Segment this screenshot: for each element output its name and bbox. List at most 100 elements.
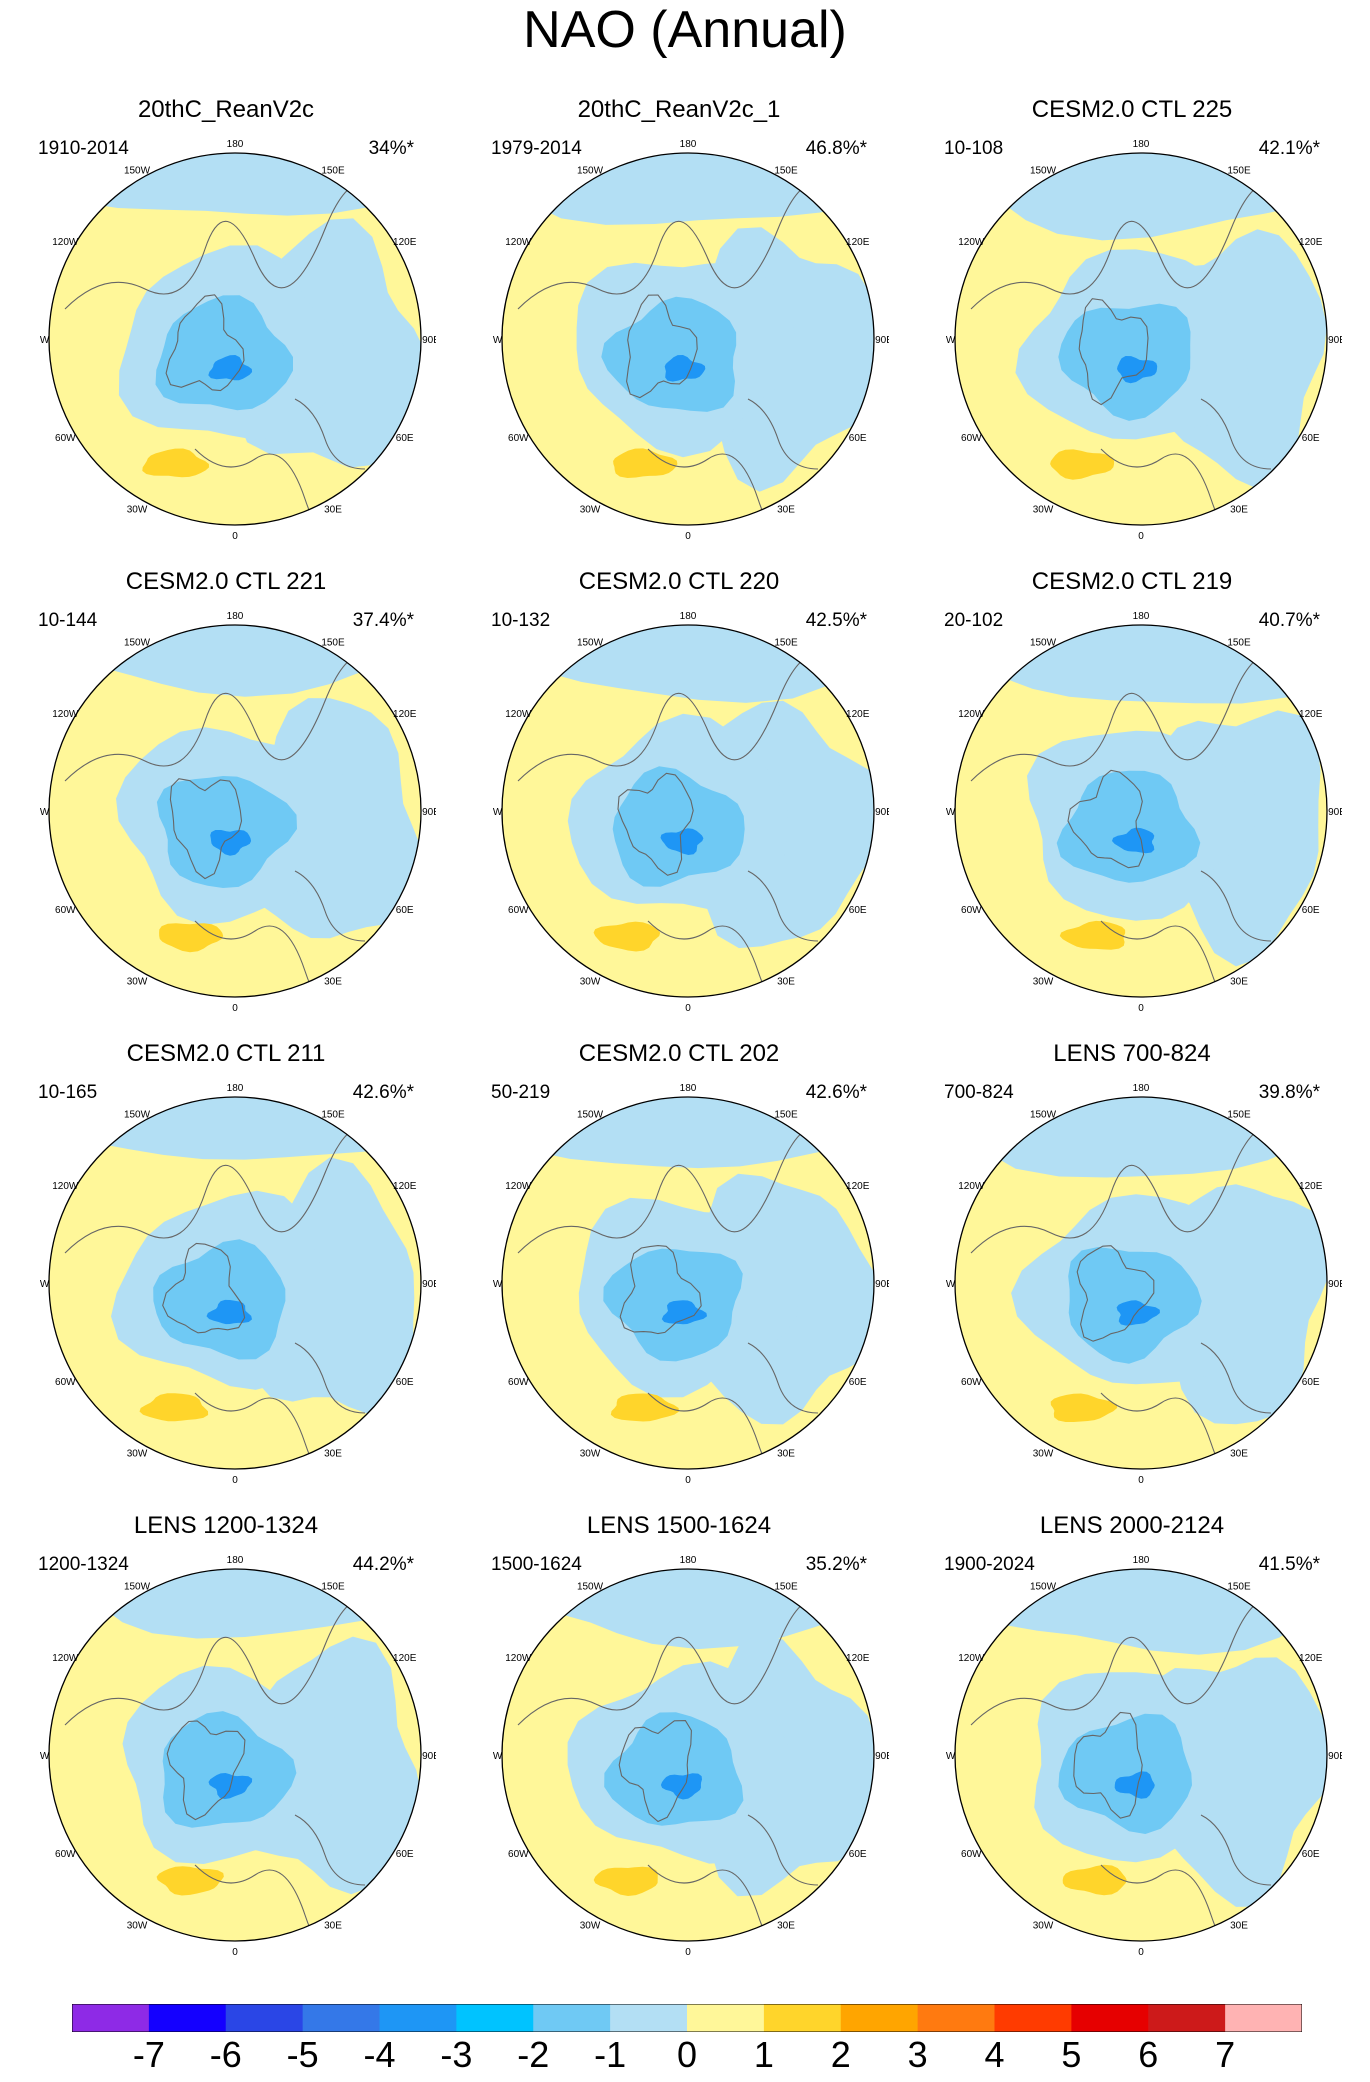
colorbar-swatch	[763, 2004, 842, 2032]
negative-anomaly-area	[55, 625, 421, 697]
longitude-label: 60W	[508, 1849, 529, 1860]
panel-title: CESM2.0 CTL 220	[578, 568, 780, 595]
coastline	[1073, 1711, 1143, 1819]
colorbar-tick-label: -7	[132, 2034, 165, 2075]
longitude-label: 90E	[422, 807, 436, 818]
coastline	[747, 1814, 819, 1886]
longitude-label: 60W	[961, 1849, 982, 1860]
figure-title: NAO (Annual)	[523, 1, 847, 59]
polar-map: 180 150E 120E 90E 60E 30E 0 30W 60W 90W 120W 150W	[946, 1555, 1342, 1958]
panel-title: CESM2.0 CTL 225	[1031, 96, 1233, 123]
longitude-label: 60E	[396, 1377, 414, 1388]
coastline	[618, 1720, 692, 1823]
map-boundary	[48, 1096, 422, 1470]
longitude-label: 60E	[849, 1849, 867, 1860]
colorbar-tick-label: 3	[907, 2034, 928, 2075]
negative-anomaly-core	[153, 1239, 286, 1360]
coastline	[626, 294, 698, 399]
longitude-label: 0	[685, 1475, 691, 1486]
map-boundary	[954, 1096, 1328, 1470]
longitude-label: 150W	[124, 1109, 151, 1120]
polar-map: 180 150E 120E 90E 60E 30E 0 30W 60W 90W 120W 150W	[493, 1555, 889, 1958]
panel-variance: 44.2%*	[352, 1554, 414, 1575]
longitude-label: 30E	[777, 1449, 795, 1460]
longitude-label: 60W	[55, 905, 76, 916]
coastline	[64, 1127, 406, 1254]
map-boundary	[48, 1568, 422, 1942]
longitude-label: 150E	[321, 1109, 345, 1120]
longitude-label: 150W	[1030, 637, 1057, 648]
map-panel: LENS 2000-2124 1900-2024 41.5%* 180 150E 120E…	[906, 1416, 1358, 1958]
longitude-label: 30W	[127, 1921, 148, 1932]
longitude-label: 90W	[40, 1751, 50, 1762]
coastline	[1076, 1245, 1155, 1342]
polar-map: 180 150E 120E 90E 60E 30E 0 30W 60W 90W 120W 150W	[946, 1083, 1342, 1486]
negative-anomaly-area	[502, 1569, 874, 1650]
longitude-label: 60E	[396, 433, 414, 444]
longitude-label: 120E	[393, 709, 417, 720]
negative-anomaly-area	[955, 1569, 1327, 1655]
longitude-label: 60E	[849, 433, 867, 444]
longitude-label: 0	[232, 1475, 238, 1486]
negative-anomaly-core	[601, 296, 737, 412]
negative-anomaly-peak	[660, 1773, 702, 1800]
longitude-label: 30E	[324, 977, 342, 988]
longitude-label: 150W	[1030, 1581, 1057, 1592]
longitude-label: 0	[685, 1003, 691, 1014]
panel-variance: 37.4%*	[352, 610, 414, 631]
longitude-label: 120E	[846, 237, 870, 248]
coastline	[169, 778, 243, 880]
longitude-label: 30W	[1033, 505, 1054, 516]
longitude-label: 60W	[55, 1377, 76, 1388]
panel-variance: 39.8%*	[1258, 1082, 1320, 1103]
colorbar-swatch	[917, 2004, 996, 2032]
longitude-label: 90W	[946, 335, 956, 346]
map-panel: 20thC_ReanV2c_1 1979-2014 46.8%* 180 150E 120…	[453, 0, 905, 542]
negative-anomaly-core	[604, 1712, 744, 1826]
negative-anomaly-peak	[1114, 1771, 1155, 1799]
longitude-label: 90W	[40, 807, 50, 818]
panel-period: 10-144	[38, 610, 98, 631]
longitude-label: 150E	[321, 1581, 345, 1592]
colorbar-swatch	[456, 2004, 534, 2032]
coastline	[619, 1245, 702, 1335]
colorbar-tick-label: 7	[1215, 2034, 1236, 2075]
map-panel: LENS 1500-1624 1500-1624 35.2%* 180 150E 120E…	[453, 1416, 905, 1958]
panel-title: CESM2.0 CTL 202	[578, 1040, 780, 1067]
longitude-label: 60E	[1302, 905, 1320, 916]
positive-anomaly-peak	[142, 448, 209, 478]
longitude-label: 60W	[508, 433, 529, 444]
longitude-label: 120W	[505, 1653, 532, 1664]
longitude-label: 150E	[774, 637, 798, 648]
longitude-label: 90W	[493, 1279, 503, 1290]
coastline	[166, 1720, 246, 1821]
polar-map: 180 150E 120E 90E 60E 30E 0 30W 60W 90W 120W 150W	[40, 1555, 436, 1958]
longitude-label: 90E	[1328, 807, 1342, 818]
longitude-label: 120W	[958, 1181, 985, 1192]
coastlines	[970, 1127, 1312, 1469]
negative-anomaly-area	[966, 1097, 1327, 1178]
panel-variance: 34%*	[368, 138, 414, 159]
longitude-label: 30E	[777, 505, 795, 516]
longitude-label: 90E	[875, 1751, 889, 1762]
longitude-label: 90E	[1328, 1279, 1342, 1290]
map-panel: CESM2.0 CTL 202 50-219 42.6%* 180 150E 120E 90…	[453, 944, 905, 1486]
longitude-label: 120E	[1299, 1653, 1323, 1664]
longitude-label: 60E	[1302, 1377, 1320, 1388]
map-panel: LENS 1200-1324 1200-1324 44.2%* 180 150E 120E…	[0, 1416, 452, 1958]
longitude-label: 60E	[396, 905, 414, 916]
polar-map: 180 150E 120E 90E 60E 30E 0 30W 60W 90W 120W 150W	[40, 139, 436, 542]
longitude-label: 30E	[1230, 505, 1248, 516]
longitude-label: 60E	[849, 905, 867, 916]
longitude-label: 0	[232, 1003, 238, 1014]
panel-period: 1910-2014	[38, 138, 129, 159]
coastline	[517, 655, 859, 782]
map-boundary	[501, 624, 875, 998]
map-boundary	[48, 152, 422, 526]
coastline	[747, 1342, 819, 1414]
longitude-label: 0	[232, 531, 238, 542]
map-panel: CESM2.0 CTL 219 20-102 40.7%* 180 150E 120E 90…	[906, 472, 1358, 1014]
negative-anomaly-area	[49, 1569, 421, 1639]
panel-period: 20-102	[944, 610, 1004, 631]
map-boundary	[48, 624, 422, 998]
